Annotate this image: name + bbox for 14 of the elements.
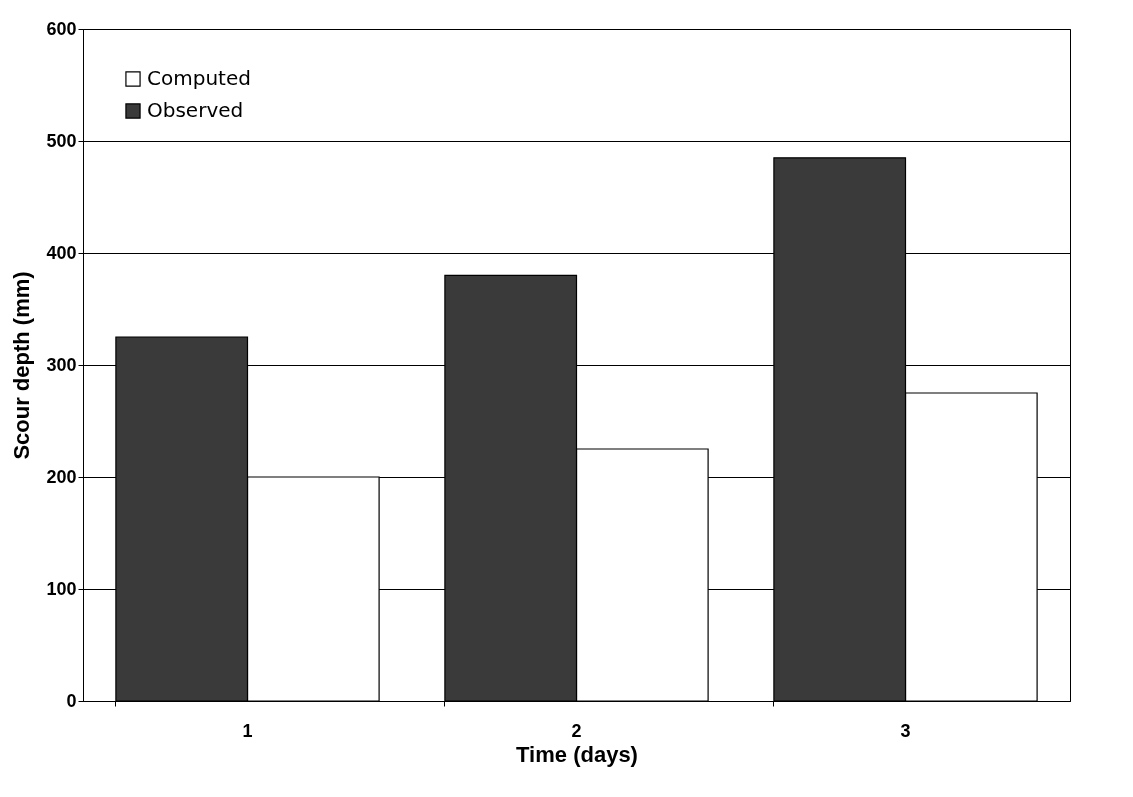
legend-label: Computed	[147, 66, 251, 90]
y-tick-label: 300	[46, 354, 77, 375]
legend-label: Observed	[147, 98, 244, 122]
y-tick-label: 400	[46, 242, 77, 263]
y-tick-label: 600	[46, 18, 77, 39]
x-tick-label: 1	[242, 720, 253, 741]
x-tick-label: 3	[900, 720, 911, 741]
y-tick-label: 500	[46, 130, 77, 151]
y-tick-label: 200	[46, 466, 77, 487]
y-tick-label: 0	[66, 690, 77, 711]
x-tick-label: 2	[571, 720, 582, 741]
x-axis-title: Time (days)	[516, 741, 638, 767]
y-axis-title: Scour depth (mm)	[9, 271, 35, 460]
y-tick-label: 100	[46, 578, 77, 599]
